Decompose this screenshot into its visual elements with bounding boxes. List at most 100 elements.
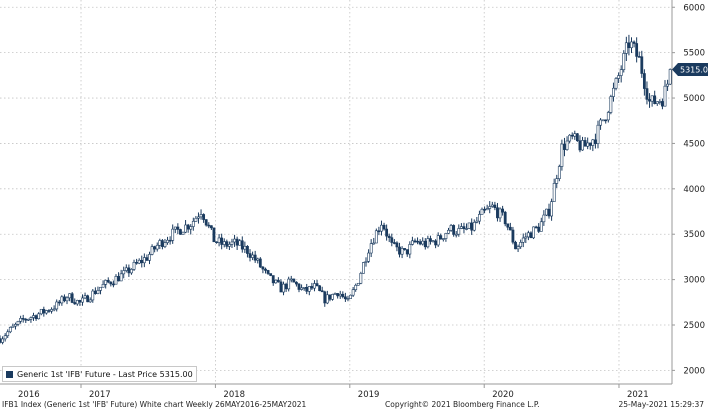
weekly-bar [209, 225, 213, 230]
weekly-bar-body [501, 208, 505, 213]
weekly-bar [472, 219, 476, 232]
weekly-bar-body [483, 208, 486, 211]
weekly-bar [186, 223, 190, 233]
weekly-bar-body [300, 287, 303, 290]
weekly-bar [78, 299, 82, 306]
weekly-bar-body [614, 78, 618, 89]
weekly-bar [534, 225, 538, 229]
weekly-bar-body [204, 219, 208, 226]
weekly-bar [26, 318, 30, 321]
weekly-bar [575, 132, 579, 142]
weekly-bar-body [516, 246, 520, 250]
weekly-bar [560, 139, 564, 171]
plot-area [0, 0, 672, 384]
weekly-bar [0, 335, 2, 344]
weekly-bar [457, 224, 461, 237]
weekly-bar [266, 269, 270, 275]
weekly-bar-body [405, 249, 409, 255]
weekly-bar-body [215, 241, 218, 244]
weekly-bar [313, 280, 316, 292]
weekly-bar [421, 237, 425, 246]
weekly-bar-body [264, 268, 267, 271]
weekly-bar [496, 202, 499, 222]
weekly-bar [374, 228, 378, 244]
weekly-bar [217, 234, 221, 247]
weekly-bar [140, 255, 144, 268]
weekly-bar [635, 37, 639, 63]
weekly-bar-body [449, 225, 453, 231]
weekly-bar [583, 137, 587, 147]
weekly-bar [109, 281, 113, 287]
weekly-bar [179, 228, 182, 235]
weekly-bar-body [135, 261, 139, 264]
weekly-bar [596, 120, 600, 149]
weekly-bar [465, 223, 468, 231]
weekly-bar-body [189, 226, 193, 230]
weekly-bar [441, 238, 445, 242]
weekly-bar [256, 257, 260, 264]
weekly-bar-body [37, 313, 41, 320]
weekly-bar [282, 281, 285, 296]
weekly-bar-body [336, 293, 340, 297]
weekly-bar-body [619, 69, 623, 76]
weekly-bar [320, 286, 324, 293]
weekly-bar-body [472, 222, 476, 231]
weekly-bar-body [434, 240, 438, 246]
weekly-bar [289, 275, 293, 283]
weekly-bar [112, 280, 115, 288]
weekly-bar-body [534, 226, 538, 229]
x-tick-label: 2021 [627, 390, 649, 400]
weekly-bar-body [238, 240, 242, 246]
weekly-bar [405, 249, 409, 257]
weekly-bar-body [475, 220, 479, 223]
weekly-bar [315, 279, 319, 287]
weekly-bar-body [653, 95, 657, 104]
weekly-bar [310, 282, 314, 290]
legend-label: Generic 1st 'IFB' Future - Last Price 53… [17, 369, 193, 379]
weekly-bar [171, 224, 175, 244]
weekly-bar-body [529, 232, 533, 239]
weekly-bar-body [661, 101, 664, 107]
weekly-bar [498, 207, 502, 222]
last-price-tag: 5315.00 [672, 62, 708, 76]
weekly-bar [550, 198, 553, 221]
weekly-bar [81, 294, 84, 306]
y-tick-label: 6000 [683, 3, 705, 13]
weekly-bar-body [318, 285, 322, 292]
weekly-bar [47, 309, 51, 313]
weekly-bar [452, 224, 456, 237]
weekly-bar-body [421, 240, 425, 245]
weekly-bar-body [150, 246, 154, 255]
last-price-label: 5315.00 [680, 65, 708, 74]
weekly-bar-body [274, 279, 278, 284]
weekly-bar [614, 77, 618, 91]
weekly-bar-body [186, 224, 190, 230]
weekly-bar-body [209, 225, 213, 229]
weekly-bar-body [400, 248, 404, 255]
weekly-bar-body [168, 239, 172, 242]
weekly-bar [44, 309, 48, 315]
weekly-bar-body [307, 286, 311, 292]
weekly-bar [99, 286, 102, 295]
weekly-bar-body [362, 262, 365, 274]
weekly-bar-body [50, 309, 53, 312]
weekly-bar [269, 273, 273, 277]
weekly-bar [253, 250, 257, 263]
weekly-bar-body [57, 301, 61, 304]
weekly-bar [184, 220, 187, 234]
weekly-bar [50, 307, 53, 314]
weekly-bar [248, 249, 252, 262]
weekly-bar-body [588, 142, 592, 146]
weekly-bar-body [426, 238, 430, 248]
weekly-bar [8, 326, 12, 334]
weekly-bar-body [666, 83, 669, 87]
weekly-bar [199, 209, 203, 220]
weekly-bar-body [276, 279, 280, 283]
weekly-bar-body [313, 283, 316, 289]
weekly-bar-body [604, 119, 608, 122]
y-tick-label: 3000 [683, 276, 705, 286]
weekly-bar [73, 298, 77, 305]
weekly-bar [619, 65, 623, 83]
weekly-bar-body [109, 281, 113, 285]
weekly-bar [68, 293, 71, 302]
